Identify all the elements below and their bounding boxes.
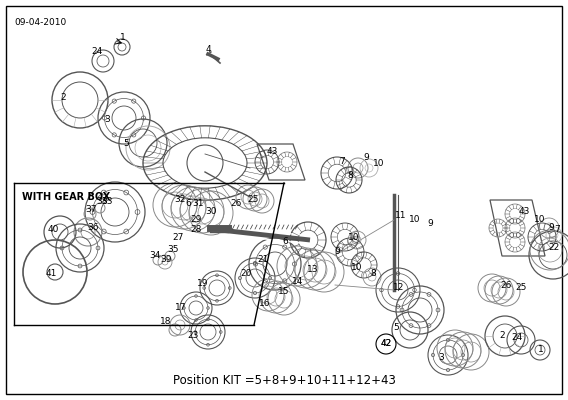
Text: 20: 20 [240, 270, 252, 278]
Text: 37: 37 [85, 206, 97, 214]
Text: Position KIT =5+8+9+10+11+12+43: Position KIT =5+8+9+10+11+12+43 [173, 374, 395, 386]
Text: 4: 4 [205, 46, 211, 54]
Text: 36: 36 [87, 222, 99, 232]
Text: 17: 17 [176, 302, 187, 312]
Text: 10: 10 [351, 262, 363, 272]
Text: 28: 28 [190, 226, 202, 234]
Text: 33: 33 [101, 198, 113, 206]
Text: 6: 6 [282, 238, 288, 246]
Text: 41: 41 [45, 270, 57, 278]
Text: 09-04-2010: 09-04-2010 [14, 18, 66, 27]
Text: 9: 9 [363, 154, 369, 162]
Text: 12: 12 [393, 284, 404, 292]
Text: 1: 1 [120, 34, 126, 42]
Text: 9: 9 [548, 222, 554, 232]
Text: 25: 25 [515, 284, 527, 292]
Text: 30: 30 [205, 208, 217, 216]
Text: 23: 23 [187, 330, 199, 340]
Text: 2: 2 [60, 94, 66, 102]
Text: 22: 22 [548, 244, 559, 252]
Text: 11: 11 [395, 210, 407, 220]
Text: 26: 26 [230, 200, 242, 208]
Text: 26: 26 [500, 280, 512, 290]
Text: 1: 1 [538, 346, 544, 354]
Text: 10: 10 [348, 232, 360, 242]
Text: 24: 24 [91, 48, 103, 56]
Text: 13: 13 [307, 266, 319, 274]
Text: 21: 21 [257, 256, 269, 264]
Text: 31: 31 [192, 200, 204, 208]
Text: 14: 14 [293, 278, 304, 286]
Text: 40: 40 [47, 226, 59, 234]
Text: 19: 19 [197, 280, 209, 288]
Text: 10: 10 [410, 216, 421, 224]
Text: 10: 10 [373, 160, 385, 168]
Text: 25: 25 [247, 196, 258, 204]
Text: 10: 10 [534, 216, 546, 224]
Text: 8: 8 [347, 172, 353, 180]
Text: 8: 8 [370, 270, 376, 278]
Text: 6: 6 [185, 198, 191, 208]
Text: 5: 5 [123, 138, 129, 148]
Text: 3: 3 [438, 352, 444, 362]
Text: 3: 3 [104, 116, 110, 124]
Text: 16: 16 [259, 300, 271, 308]
Text: 42: 42 [381, 340, 391, 348]
Text: WITH GEAR BOX: WITH GEAR BOX [22, 192, 110, 202]
Text: 42: 42 [381, 340, 391, 348]
Text: 43: 43 [519, 208, 530, 216]
Text: 9: 9 [334, 248, 340, 256]
Text: 38: 38 [96, 198, 108, 206]
Text: 15: 15 [278, 288, 290, 296]
Text: 27: 27 [172, 232, 183, 242]
Text: 34: 34 [149, 250, 161, 260]
Text: 29: 29 [190, 216, 202, 224]
Text: 35: 35 [167, 246, 179, 254]
Text: 24: 24 [511, 334, 523, 342]
Text: 7: 7 [339, 158, 345, 166]
Text: 9: 9 [427, 220, 433, 228]
Text: 39: 39 [160, 256, 172, 264]
Text: 32: 32 [174, 196, 186, 204]
Text: 2: 2 [499, 330, 505, 340]
Text: 43: 43 [266, 148, 278, 156]
Text: 7: 7 [554, 226, 560, 234]
Text: 18: 18 [160, 318, 172, 326]
Text: 5: 5 [393, 324, 399, 332]
